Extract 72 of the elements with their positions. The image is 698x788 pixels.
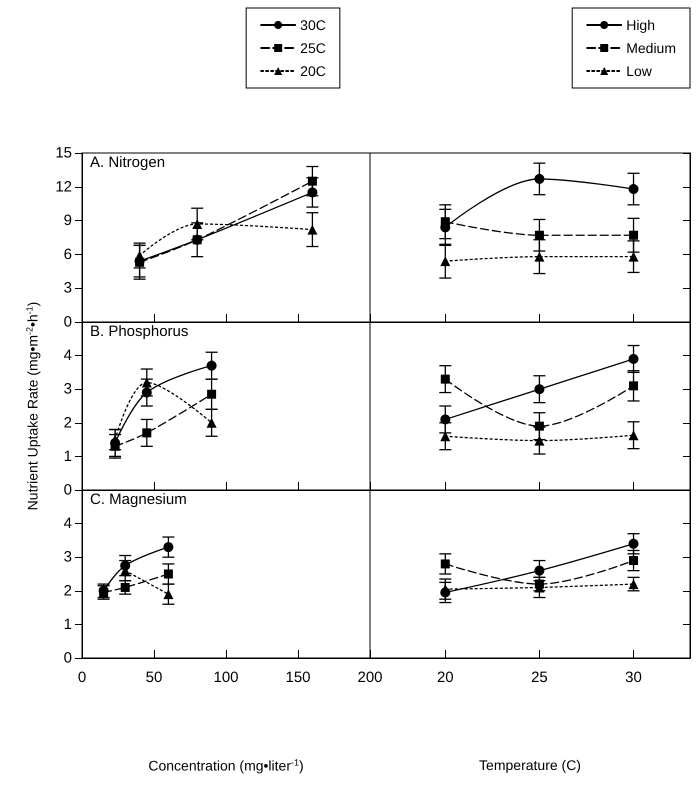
y-tick-label: 3 [64, 380, 72, 398]
point [307, 224, 318, 235]
point [134, 250, 145, 261]
point [628, 184, 639, 194]
point [207, 390, 216, 399]
chart-title: A. Nitrogen [90, 154, 166, 171]
point [440, 374, 450, 384]
point [628, 579, 639, 590]
point [142, 428, 152, 438]
legend-label: 20C [300, 63, 326, 79]
point [120, 582, 130, 592]
point [628, 538, 639, 549]
y-tick-label: 1 [64, 616, 72, 633]
x-axis-title: Temperature (C) [479, 757, 581, 773]
point [192, 218, 202, 229]
point [440, 414, 450, 424]
y-tick-label: 3 [64, 548, 72, 566]
point [534, 230, 544, 240]
point [206, 360, 217, 371]
y-tick-label: 0 [64, 314, 72, 330]
point [628, 354, 639, 364]
legend-label: High [626, 17, 656, 33]
point [206, 418, 217, 428]
y-tick-label: 2 [64, 582, 72, 600]
y-tick-label: 4 [64, 347, 72, 364]
point [142, 388, 152, 398]
legend-label: Low [626, 63, 653, 79]
x-tick-label: 100 [213, 669, 239, 686]
x-tick-label: 30 [625, 669, 642, 686]
point [629, 556, 638, 566]
point [440, 559, 450, 568]
point [534, 174, 544, 184]
y-tick-label: 12 [55, 178, 72, 196]
legend-label: 25C [300, 40, 326, 56]
point [629, 381, 638, 390]
y-tick-label: 0 [64, 650, 72, 666]
legend-label: 30C [300, 17, 326, 33]
chart-title: B. Phosphorus [90, 323, 188, 340]
x-tick-label: 50 [146, 669, 162, 686]
x-tick-label: 0 [78, 669, 86, 686]
x-tick-label: 25 [531, 669, 548, 686]
point [534, 422, 544, 431]
y-tick-label: 0 [64, 482, 72, 498]
x-tick-label: 150 [285, 669, 311, 686]
point [142, 377, 152, 388]
x-tick-label: 20 [436, 669, 454, 686]
point [440, 217, 450, 226]
y-tick-label: 2 [64, 414, 72, 432]
y-axis-title: Nutrient Uptake Rate (mg•m-2•h-1) [24, 302, 40, 510]
point [163, 542, 174, 552]
x-tick-label: 200 [357, 669, 383, 686]
point [192, 235, 202, 244]
point [629, 230, 638, 240]
legend-label: Medium [626, 40, 676, 56]
point [307, 187, 318, 198]
point [164, 570, 173, 578]
point [440, 256, 450, 266]
point [628, 252, 639, 262]
point [628, 430, 639, 440]
y-tick-label: 9 [64, 212, 72, 230]
y-tick-label: 1 [64, 448, 72, 465]
y-tick-label: 15 [55, 144, 72, 162]
y-tick-label: 6 [64, 246, 72, 263]
point [534, 566, 544, 576]
y-tick-label: 4 [64, 515, 72, 532]
point [534, 384, 544, 394]
y-tick-label: 3 [64, 280, 72, 297]
point [534, 252, 544, 262]
chart-title: C. Magnesium [90, 491, 187, 508]
point [534, 436, 544, 446]
point [308, 176, 317, 186]
point [440, 584, 450, 594]
